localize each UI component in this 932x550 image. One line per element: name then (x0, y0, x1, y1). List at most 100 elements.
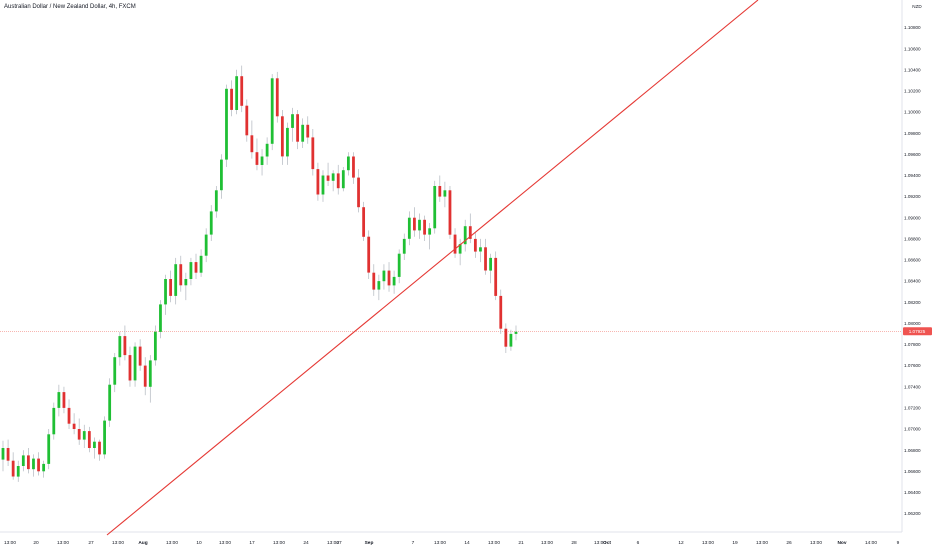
price-tick-label: 1.09800 (904, 131, 921, 136)
price-tick-label: 1.09400 (904, 173, 921, 178)
price-tick-label: 1.06400 (904, 490, 921, 495)
candle-up (418, 219, 421, 231)
candle-up (433, 186, 437, 229)
candle-down (77, 429, 81, 440)
time-tick-label: 19 (732, 540, 738, 546)
time-tick-label: 26 (786, 540, 792, 546)
candle-down (473, 238, 477, 252)
candle-down (11, 460, 15, 477)
price-tick-label: 1.10600 (904, 46, 921, 51)
time-tick-label: 10 (196, 540, 202, 546)
candle-up (184, 279, 188, 286)
time-tick-label: Nov (837, 540, 846, 546)
time-axis[interactable]: 13:00 20 13:00 27 13:00 Aug 13:00 10 13:00 17 13:0… (4, 540, 900, 546)
candle-down (179, 264, 183, 286)
price-tick-label: 1.07200 (904, 406, 921, 411)
candle-down (240, 76, 244, 106)
time-tick-label: 20 (33, 540, 39, 546)
candle-down (423, 219, 426, 235)
price-tick-label: 1.09000 (904, 215, 921, 220)
candle-up (153, 331, 157, 361)
price-tick-label: 1.10000 (904, 110, 921, 115)
candle-up (407, 217, 411, 239)
candle-up (164, 279, 167, 305)
candle-down (128, 355, 132, 381)
candle-up (174, 264, 178, 296)
time-tick-label: 13:00 (166, 540, 178, 546)
candle-up (392, 276, 396, 286)
candle-up (260, 156, 264, 165)
candle-down (169, 279, 173, 296)
price-tick-label: 1.10400 (904, 67, 921, 72)
time-tick-label: 21 (518, 540, 524, 546)
time-tick-label: 24 (303, 540, 309, 546)
time-tick-label: 13:00 (488, 540, 500, 546)
candle-up (382, 270, 386, 282)
price-tick-label: 1.06600 (904, 469, 921, 474)
time-tick-label: Oct (603, 540, 611, 546)
candle-down (67, 407, 71, 424)
candle-up (108, 384, 112, 421)
candle-down (453, 234, 457, 254)
candle-down (387, 270, 391, 286)
candle-up (509, 333, 513, 347)
price-tick-label: 1.08000 (904, 321, 921, 326)
candle-up (397, 253, 401, 277)
candle-down (306, 124, 310, 138)
candle-up (47, 434, 51, 464)
trendline[interactable] (106, 0, 759, 536)
candle-down (143, 365, 147, 387)
time-tick-label: 13:00 (541, 540, 553, 546)
price-tick-label: 1.07400 (904, 384, 921, 389)
candle-up (428, 228, 432, 235)
price-tick-label: 1.08800 (904, 237, 921, 242)
trendline-group[interactable] (106, 0, 759, 536)
candle-down (367, 236, 371, 273)
candle-down (123, 336, 127, 356)
candle-down (72, 423, 76, 429)
time-tick-label: 14:00 (865, 540, 877, 546)
time-tick-label: 13:00 (756, 540, 768, 546)
candle-down (448, 190, 452, 235)
time-tick-label: Sep (365, 540, 374, 546)
candle-down (484, 247, 487, 271)
candle-up (377, 281, 381, 290)
candle-up (1, 448, 5, 460)
candle-up (159, 304, 162, 332)
candle-down (98, 441, 101, 455)
price-tick-label: 1.08600 (904, 258, 921, 263)
candle-down (362, 207, 366, 237)
price-axis[interactable]: 1.06200 1.06400 1.06600 1.06800 1.07000 1.072… (904, 25, 921, 516)
candle-up (52, 407, 56, 435)
candle-down (275, 78, 279, 117)
candle-up (199, 255, 203, 273)
candle-down (194, 262, 198, 273)
time-tick-label: 13:00 (57, 540, 69, 546)
candle-up (479, 247, 482, 252)
time-tick-label: 13:00 (273, 540, 285, 546)
candle-up (402, 238, 406, 254)
candle-down (352, 156, 355, 178)
candle-down (468, 226, 472, 239)
candle-down (438, 186, 442, 197)
price-tick-label: 1.07000 (904, 427, 921, 432)
time-tick-label: 12 (678, 540, 684, 546)
current-price-label: 1.07925 (909, 329, 926, 334)
time-tick-label: 13:00 (702, 540, 714, 546)
candle-up (463, 226, 467, 245)
candle-up (291, 114, 294, 128)
candle-up (93, 441, 96, 448)
candle-up (443, 190, 447, 197)
time-tick-label: 9 (897, 540, 900, 546)
candle-up (82, 431, 86, 440)
candle-up (301, 124, 305, 142)
candle-up (225, 88, 228, 160)
candle-down (336, 173, 340, 189)
candle-up (204, 234, 208, 256)
candle-down (296, 114, 299, 142)
candle-up (21, 455, 25, 466)
time-tick-label: 17 (249, 540, 255, 546)
price-tick-label: 1.07600 (904, 363, 921, 368)
